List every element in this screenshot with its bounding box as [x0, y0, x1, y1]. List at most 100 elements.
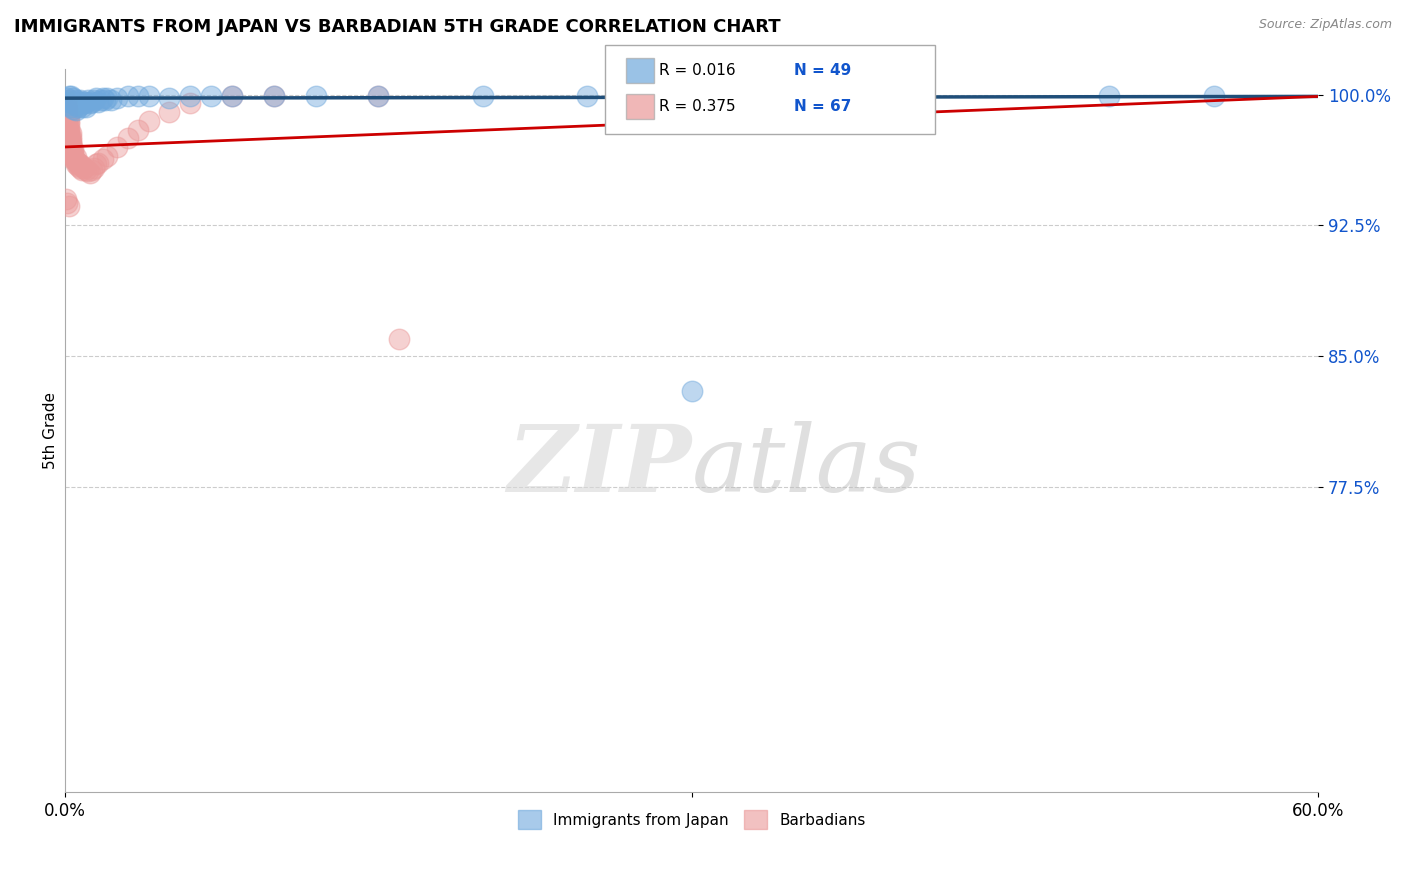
Point — [56, 195, 79, 210]
Point — [91, 91, 114, 105]
Point — [69, 98, 91, 112]
Point — [65, 153, 87, 168]
Point — [138, 89, 160, 103]
Point — [305, 89, 328, 103]
Text: R = 0.016: R = 0.016 — [659, 63, 735, 78]
Point — [127, 89, 149, 103]
Point — [58, 124, 80, 138]
Point — [79, 96, 101, 111]
Point — [65, 93, 87, 107]
Point — [70, 95, 93, 109]
Point — [55, 192, 77, 206]
Text: N = 67: N = 67 — [794, 99, 852, 113]
Point — [221, 89, 243, 103]
Point — [367, 89, 389, 103]
Point — [86, 157, 108, 171]
Point — [62, 150, 84, 164]
Point — [66, 157, 89, 171]
Point — [60, 140, 83, 154]
Point — [60, 133, 83, 147]
Point — [127, 122, 149, 136]
Point — [159, 105, 181, 120]
Point — [100, 93, 122, 107]
Point — [56, 95, 79, 109]
Text: Source: ZipAtlas.com: Source: ZipAtlas.com — [1258, 18, 1392, 31]
Point — [60, 89, 83, 103]
Point — [58, 117, 80, 131]
Point — [179, 89, 201, 103]
Point — [70, 159, 93, 173]
Point — [200, 89, 222, 103]
Point — [55, 93, 77, 107]
Point — [60, 136, 83, 151]
Point — [82, 95, 104, 109]
Point — [221, 89, 243, 103]
Point — [62, 102, 84, 116]
Point — [70, 162, 93, 177]
Text: atlas: atlas — [692, 421, 921, 511]
Point — [75, 162, 97, 177]
Point — [62, 149, 84, 163]
Point — [79, 166, 101, 180]
Point — [159, 91, 181, 105]
Point — [65, 98, 87, 112]
Point — [179, 96, 201, 111]
Point — [60, 129, 83, 144]
Point — [56, 122, 79, 136]
Point — [60, 95, 83, 109]
Point — [90, 93, 112, 107]
Point — [75, 100, 97, 114]
Point — [65, 157, 87, 171]
Point — [681, 384, 703, 398]
Point — [69, 161, 91, 175]
Point — [69, 93, 91, 107]
Y-axis label: 5th Grade: 5th Grade — [44, 392, 58, 468]
Point — [66, 95, 89, 109]
Point — [60, 144, 83, 158]
Point — [58, 111, 80, 125]
Point — [96, 91, 118, 105]
Point — [58, 93, 80, 107]
Point — [73, 161, 96, 175]
Point — [117, 131, 139, 145]
Point — [58, 128, 80, 142]
Point — [62, 96, 84, 111]
Point — [66, 155, 89, 169]
Point — [105, 91, 128, 105]
Point — [56, 103, 79, 118]
Point — [62, 91, 84, 105]
Point — [66, 100, 89, 114]
Point — [56, 96, 79, 111]
Point — [62, 147, 84, 161]
Text: IMMIGRANTS FROM JAPAN VS BARBADIAN 5TH GRADE CORRELATION CHART: IMMIGRANTS FROM JAPAN VS BARBADIAN 5TH G… — [14, 18, 780, 36]
Point — [65, 153, 87, 168]
Point — [87, 95, 110, 109]
Point — [60, 144, 83, 158]
Point — [1202, 89, 1225, 103]
Point — [66, 159, 89, 173]
Point — [56, 100, 79, 114]
Point — [62, 145, 84, 160]
Point — [62, 152, 84, 166]
Point — [263, 89, 285, 103]
Point — [65, 103, 87, 118]
Point — [105, 140, 128, 154]
Point — [60, 126, 83, 140]
Point — [83, 93, 105, 107]
Point — [576, 89, 599, 103]
Point — [58, 199, 80, 213]
Point — [94, 93, 117, 107]
Point — [58, 133, 80, 147]
Text: ZIP: ZIP — [508, 421, 692, 511]
Point — [62, 142, 84, 156]
Point — [86, 91, 108, 105]
Point — [58, 113, 80, 128]
Point — [96, 149, 118, 163]
Point — [82, 162, 104, 177]
Point — [58, 107, 80, 121]
Point — [56, 115, 79, 129]
Point — [55, 112, 77, 126]
Point — [263, 89, 285, 103]
Point — [73, 96, 96, 111]
Point — [77, 93, 100, 107]
